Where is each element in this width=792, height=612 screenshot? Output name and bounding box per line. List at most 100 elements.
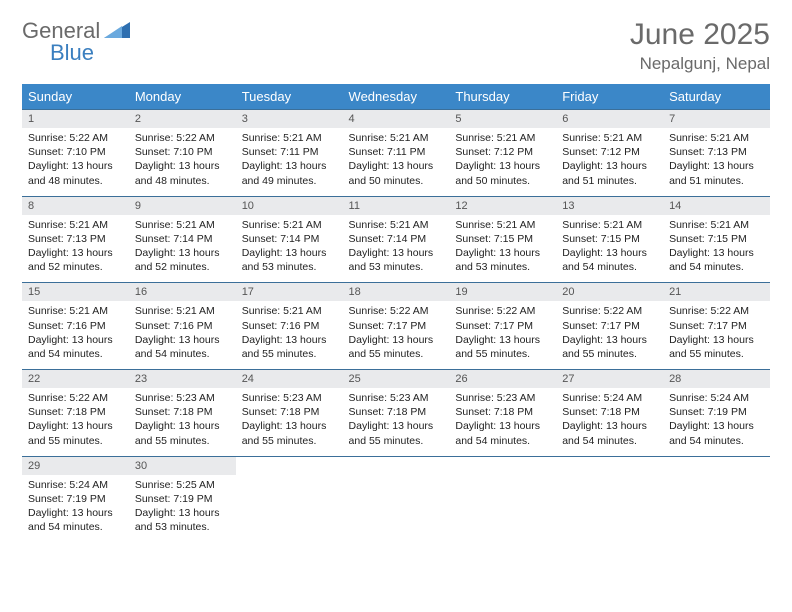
day-number: 4 <box>343 110 450 128</box>
day-number: 23 <box>129 370 236 388</box>
sunset-line: Sunset: 7:14 PM <box>135 232 230 246</box>
day-number: 30 <box>129 457 236 475</box>
calendar-day-cell: 22Sunrise: 5:22 AMSunset: 7:18 PMDayligh… <box>22 370 129 457</box>
day-details: Sunrise: 5:21 AMSunset: 7:13 PMDaylight:… <box>663 128 770 196</box>
sunrise-line: Sunrise: 5:21 AM <box>242 304 337 318</box>
day-number: 22 <box>22 370 129 388</box>
sunrise-line: Sunrise: 5:22 AM <box>28 391 123 405</box>
sunset-line: Sunset: 7:16 PM <box>242 319 337 333</box>
sunset-line: Sunset: 7:13 PM <box>28 232 123 246</box>
day-number: 6 <box>556 110 663 128</box>
day-details: Sunrise: 5:21 AMSunset: 7:14 PMDaylight:… <box>343 215 450 283</box>
daylight-line: Daylight: 13 hours and 51 minutes. <box>562 159 657 187</box>
day-details: Sunrise: 5:22 AMSunset: 7:18 PMDaylight:… <box>22 388 129 456</box>
sunrise-line: Sunrise: 5:25 AM <box>135 478 230 492</box>
sunrise-line: Sunrise: 5:21 AM <box>28 218 123 232</box>
sunrise-line: Sunrise: 5:21 AM <box>455 131 550 145</box>
sunrise-line: Sunrise: 5:24 AM <box>28 478 123 492</box>
day-number: 18 <box>343 283 450 301</box>
sunset-line: Sunset: 7:12 PM <box>562 145 657 159</box>
sunrise-line: Sunrise: 5:22 AM <box>562 304 657 318</box>
sunrise-line: Sunrise: 5:21 AM <box>562 218 657 232</box>
day-number: 10 <box>236 197 343 215</box>
day-number: 12 <box>449 197 556 215</box>
day-details: Sunrise: 5:21 AMSunset: 7:11 PMDaylight:… <box>343 128 450 196</box>
day-details: Sunrise: 5:21 AMSunset: 7:16 PMDaylight:… <box>129 301 236 369</box>
calendar-day-cell: 30Sunrise: 5:25 AMSunset: 7:19 PMDayligh… <box>129 456 236 542</box>
sunset-line: Sunset: 7:11 PM <box>349 145 444 159</box>
header: General Blue June 2025 Nepalgunj, Nepal <box>22 18 770 74</box>
sunrise-line: Sunrise: 5:21 AM <box>349 131 444 145</box>
calendar-day-cell: 17Sunrise: 5:21 AMSunset: 7:16 PMDayligh… <box>236 283 343 370</box>
daylight-line: Daylight: 13 hours and 54 minutes. <box>28 506 123 534</box>
daylight-line: Daylight: 13 hours and 54 minutes. <box>669 419 764 447</box>
logo-text-blue: Blue <box>50 40 94 66</box>
daylight-line: Daylight: 13 hours and 52 minutes. <box>28 246 123 274</box>
day-number: 20 <box>556 283 663 301</box>
day-details: Sunrise: 5:21 AMSunset: 7:15 PMDaylight:… <box>556 215 663 283</box>
daylight-line: Daylight: 13 hours and 50 minutes. <box>455 159 550 187</box>
day-details: Sunrise: 5:22 AMSunset: 7:17 PMDaylight:… <box>663 301 770 369</box>
sunrise-line: Sunrise: 5:21 AM <box>135 218 230 232</box>
day-details: Sunrise: 5:24 AMSunset: 7:19 PMDaylight:… <box>22 475 129 543</box>
calendar-day-cell: 27Sunrise: 5:24 AMSunset: 7:18 PMDayligh… <box>556 370 663 457</box>
dow-thursday: Thursday <box>449 84 556 110</box>
day-number: 25 <box>343 370 450 388</box>
calendar-day-cell: 15Sunrise: 5:21 AMSunset: 7:16 PMDayligh… <box>22 283 129 370</box>
sunset-line: Sunset: 7:18 PM <box>28 405 123 419</box>
sunrise-line: Sunrise: 5:23 AM <box>242 391 337 405</box>
day-details: Sunrise: 5:22 AMSunset: 7:10 PMDaylight:… <box>22 128 129 196</box>
daylight-line: Daylight: 13 hours and 54 minutes. <box>455 419 550 447</box>
calendar-day-cell: 26Sunrise: 5:23 AMSunset: 7:18 PMDayligh… <box>449 370 556 457</box>
calendar-day-cell: 11Sunrise: 5:21 AMSunset: 7:14 PMDayligh… <box>343 196 450 283</box>
daylight-line: Daylight: 13 hours and 55 minutes. <box>349 333 444 361</box>
calendar-day-cell: 12Sunrise: 5:21 AMSunset: 7:15 PMDayligh… <box>449 196 556 283</box>
calendar-day-cell: 9Sunrise: 5:21 AMSunset: 7:14 PMDaylight… <box>129 196 236 283</box>
calendar-empty-cell <box>663 456 770 542</box>
calendar-week-row: 1Sunrise: 5:22 AMSunset: 7:10 PMDaylight… <box>22 110 770 197</box>
sunset-line: Sunset: 7:18 PM <box>562 405 657 419</box>
day-details: Sunrise: 5:23 AMSunset: 7:18 PMDaylight:… <box>129 388 236 456</box>
sunset-line: Sunset: 7:19 PM <box>135 492 230 506</box>
day-number: 28 <box>663 370 770 388</box>
daylight-line: Daylight: 13 hours and 55 minutes. <box>669 333 764 361</box>
sunrise-line: Sunrise: 5:21 AM <box>135 304 230 318</box>
day-number: 1 <box>22 110 129 128</box>
daylight-line: Daylight: 13 hours and 48 minutes. <box>135 159 230 187</box>
sunset-line: Sunset: 7:17 PM <box>669 319 764 333</box>
daylight-line: Daylight: 13 hours and 53 minutes. <box>349 246 444 274</box>
calendar-day-cell: 23Sunrise: 5:23 AMSunset: 7:18 PMDayligh… <box>129 370 236 457</box>
daylight-line: Daylight: 13 hours and 51 minutes. <box>669 159 764 187</box>
day-of-week-row: Sunday Monday Tuesday Wednesday Thursday… <box>22 84 770 110</box>
sunrise-line: Sunrise: 5:22 AM <box>455 304 550 318</box>
calendar-empty-cell <box>343 456 450 542</box>
sunrise-line: Sunrise: 5:21 AM <box>669 218 764 232</box>
calendar-week-row: 8Sunrise: 5:21 AMSunset: 7:13 PMDaylight… <box>22 196 770 283</box>
day-number: 27 <box>556 370 663 388</box>
sunrise-line: Sunrise: 5:21 AM <box>242 131 337 145</box>
sunset-line: Sunset: 7:18 PM <box>242 405 337 419</box>
day-details: Sunrise: 5:21 AMSunset: 7:16 PMDaylight:… <box>236 301 343 369</box>
dow-sunday: Sunday <box>22 84 129 110</box>
day-number: 11 <box>343 197 450 215</box>
daylight-line: Daylight: 13 hours and 48 minutes. <box>28 159 123 187</box>
sunset-line: Sunset: 7:11 PM <box>242 145 337 159</box>
sunrise-line: Sunrise: 5:24 AM <box>562 391 657 405</box>
calendar-day-cell: 8Sunrise: 5:21 AMSunset: 7:13 PMDaylight… <box>22 196 129 283</box>
daylight-line: Daylight: 13 hours and 55 minutes. <box>242 333 337 361</box>
day-details: Sunrise: 5:21 AMSunset: 7:11 PMDaylight:… <box>236 128 343 196</box>
calendar-day-cell: 1Sunrise: 5:22 AMSunset: 7:10 PMDaylight… <box>22 110 129 197</box>
sunset-line: Sunset: 7:16 PM <box>28 319 123 333</box>
sunrise-line: Sunrise: 5:23 AM <box>135 391 230 405</box>
calendar-day-cell: 18Sunrise: 5:22 AMSunset: 7:17 PMDayligh… <box>343 283 450 370</box>
day-number: 19 <box>449 283 556 301</box>
calendar-day-cell: 6Sunrise: 5:21 AMSunset: 7:12 PMDaylight… <box>556 110 663 197</box>
sunset-line: Sunset: 7:17 PM <box>562 319 657 333</box>
calendar-day-cell: 28Sunrise: 5:24 AMSunset: 7:19 PMDayligh… <box>663 370 770 457</box>
sunset-line: Sunset: 7:15 PM <box>669 232 764 246</box>
sunrise-line: Sunrise: 5:21 AM <box>669 131 764 145</box>
day-details: Sunrise: 5:25 AMSunset: 7:19 PMDaylight:… <box>129 475 236 543</box>
calendar-day-cell: 19Sunrise: 5:22 AMSunset: 7:17 PMDayligh… <box>449 283 556 370</box>
day-details: Sunrise: 5:21 AMSunset: 7:14 PMDaylight:… <box>236 215 343 283</box>
sunset-line: Sunset: 7:16 PM <box>135 319 230 333</box>
